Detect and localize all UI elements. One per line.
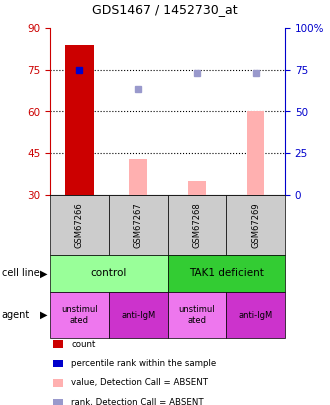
Text: GSM67269: GSM67269	[251, 202, 260, 248]
Text: cell line: cell line	[2, 269, 39, 279]
Text: ▶: ▶	[40, 310, 47, 320]
Text: GDS1467 / 1452730_at: GDS1467 / 1452730_at	[92, 3, 238, 16]
Text: agent: agent	[2, 310, 30, 320]
Text: count: count	[72, 339, 96, 349]
Bar	[65, 45, 94, 195]
Text: ▶: ▶	[40, 269, 47, 279]
Text: control: control	[90, 269, 127, 279]
Bar	[247, 111, 264, 195]
Text: GSM67266: GSM67266	[75, 202, 84, 248]
Text: GSM67268: GSM67268	[192, 202, 201, 248]
Text: anti-IgM: anti-IgM	[239, 311, 273, 320]
Bar	[129, 159, 147, 195]
Text: TAK1 deficient: TAK1 deficient	[189, 269, 264, 279]
Text: value, Detection Call = ABSENT: value, Detection Call = ABSENT	[72, 378, 209, 388]
Text: GSM67267: GSM67267	[134, 202, 143, 248]
Bar	[188, 181, 206, 195]
Text: rank, Detection Call = ABSENT: rank, Detection Call = ABSENT	[72, 398, 204, 405]
Text: anti-IgM: anti-IgM	[121, 311, 155, 320]
Text: percentile rank within the sample: percentile rank within the sample	[72, 359, 217, 368]
Text: unstimul
ated: unstimul ated	[179, 305, 215, 325]
Text: unstimul
ated: unstimul ated	[61, 305, 98, 325]
